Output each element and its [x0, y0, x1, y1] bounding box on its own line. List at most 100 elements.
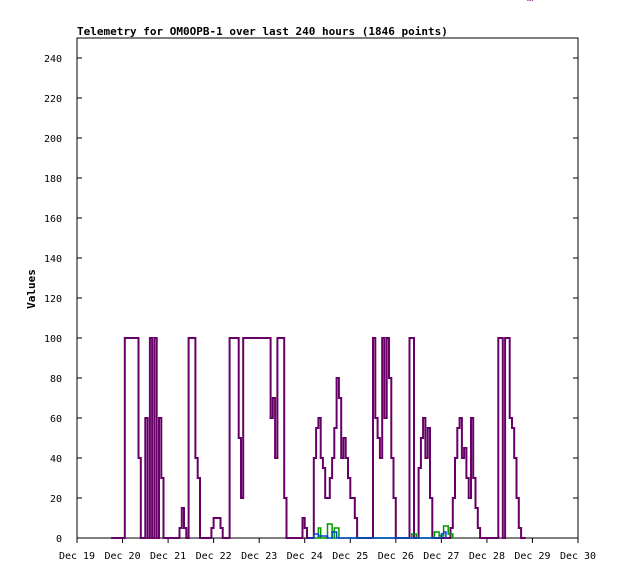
data-point: [429, 497, 431, 499]
data-point: [308, 537, 311, 539]
data-point: [292, 537, 295, 539]
y-tick-label: 120: [44, 294, 62, 305]
data-point: [440, 533, 443, 535]
data-point: [436, 537, 438, 539]
data-point: [206, 537, 208, 539]
data-point: [176, 537, 178, 539]
data-point: [219, 527, 222, 529]
data-point: [281, 337, 283, 339]
data-point: [417, 467, 420, 469]
data-point: [470, 417, 472, 419]
data-point: [531, 0, 534, 1]
data-point: [497, 337, 500, 339]
y-tick-label: 140: [44, 254, 62, 265]
data-point: [178, 527, 181, 529]
data-point: [433, 531, 436, 533]
data-point: [472, 477, 475, 479]
data-point: [322, 467, 324, 469]
data-point: [486, 537, 488, 539]
data-point: [347, 477, 349, 479]
data-point: [511, 427, 513, 429]
data-point: [187, 337, 190, 339]
data-point: [502, 537, 504, 539]
data-point: [226, 537, 229, 539]
y-tick-label: 240: [44, 54, 62, 65]
data-point: [338, 397, 340, 399]
data-point: [256, 337, 258, 339]
data-point: [126, 337, 128, 339]
series-line-1: [111, 337, 526, 539]
data-point: [479, 537, 481, 539]
x-tick-label: Dec 27: [423, 551, 459, 562]
data-point: [381, 337, 383, 339]
x-tick-label: Dec 21: [150, 551, 186, 562]
data-point: [158, 417, 160, 419]
data-point: [301, 517, 304, 519]
data-point: [313, 533, 315, 535]
data-point: [333, 527, 336, 529]
x-tick-label: Dec 28: [469, 551, 505, 562]
data-point: [456, 427, 459, 429]
data-point: [313, 457, 315, 459]
data-point: [504, 337, 506, 339]
chart-title: Telemetry for OM0OPB-1 over last 240 hou…: [77, 25, 448, 38]
data-point: [274, 457, 276, 459]
data-point: [297, 537, 299, 539]
data-point: [303, 527, 306, 529]
data-point: [442, 525, 445, 527]
data-point: [315, 427, 317, 429]
data-point: [449, 527, 452, 529]
data-point: [246, 337, 249, 339]
data-point: [260, 337, 263, 339]
data-point: [351, 497, 354, 499]
data-point: [124, 337, 126, 339]
x-tick-label: Dec 26: [378, 551, 414, 562]
x-tick-label: Dec 23: [241, 551, 277, 562]
data-point: [228, 337, 231, 339]
data-point: [258, 337, 260, 339]
data-point: [319, 537, 322, 539]
data-point: [244, 337, 247, 339]
data-point: [290, 537, 292, 539]
series-layer: [110, 0, 534, 539]
data-point: [335, 377, 338, 379]
data-point: [324, 497, 327, 499]
data-point: [340, 457, 342, 459]
data-point: [326, 497, 329, 499]
data-point: [283, 497, 286, 499]
data-point: [317, 417, 320, 419]
data-point: [144, 417, 147, 419]
data-point: [249, 337, 251, 339]
data-point: [128, 337, 131, 339]
data-point: [477, 527, 479, 529]
data-point: [442, 531, 445, 533]
data-point: [185, 537, 188, 539]
data-point: [324, 537, 327, 539]
data-point: [217, 517, 219, 519]
data-point: [196, 477, 199, 479]
data-point: [447, 533, 449, 535]
data-point: [390, 457, 393, 459]
data-point: [242, 337, 245, 339]
data-point: [149, 337, 151, 339]
data-point: [492, 537, 495, 539]
data-point: [408, 337, 411, 339]
data-point: [208, 537, 210, 539]
data-point: [374, 417, 377, 419]
data-point: [422, 417, 424, 419]
data-point: [392, 497, 395, 499]
data-point: [326, 537, 329, 539]
data-point: [331, 531, 333, 533]
data-point: [335, 537, 338, 539]
y-tick-label: 20: [50, 494, 62, 505]
y-tick-label: 160: [44, 214, 62, 225]
data-point: [410, 337, 413, 339]
data-point: [447, 537, 449, 539]
data-point: [451, 537, 454, 539]
data-point: [524, 537, 527, 539]
data-point: [139, 537, 142, 539]
x-tick-label: Dec 20: [104, 551, 140, 562]
data-point: [495, 537, 497, 539]
y-tick-label: 40: [50, 454, 62, 465]
